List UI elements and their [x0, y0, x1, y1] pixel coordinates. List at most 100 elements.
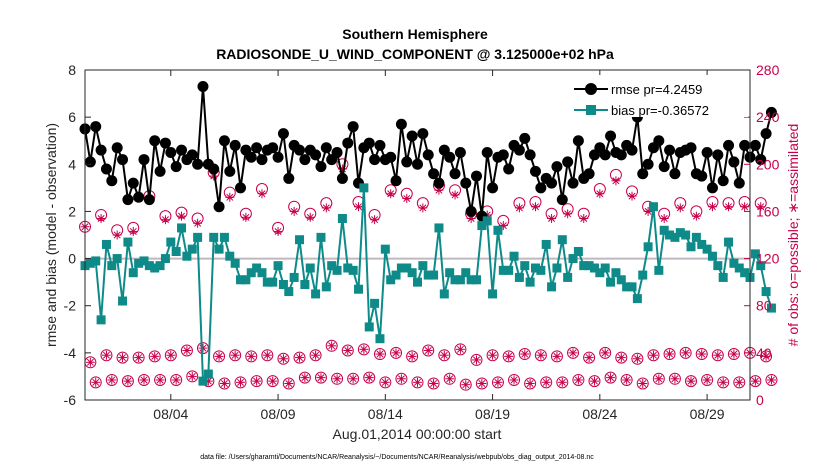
- bias-point: [648, 202, 658, 212]
- legend-rmse-marker: [585, 83, 597, 95]
- obs-assimilated-marker: [584, 353, 594, 363]
- rmse-point: [626, 144, 638, 156]
- bias-point: [488, 289, 498, 299]
- bias-point: [321, 282, 331, 292]
- rmse-point: [374, 139, 386, 151]
- rmse-point: [245, 151, 257, 163]
- rmse-point: [342, 137, 354, 149]
- obs-assimilated-marker: [450, 190, 460, 200]
- bias-point: [740, 268, 750, 278]
- bias-point: [616, 275, 626, 285]
- obs-assimilated-marker: [493, 377, 503, 387]
- obs-assimilated-marker: [219, 379, 229, 388]
- bias-point: [498, 265, 508, 275]
- obs-assimilated-marker: [85, 357, 95, 367]
- rmse-point: [642, 158, 654, 170]
- bias-point: [466, 275, 476, 285]
- bias-point: [123, 237, 133, 247]
- bias-point: [638, 270, 648, 280]
- obs-assimilated-marker: [128, 226, 138, 236]
- obs-possible-marker: [765, 373, 778, 386]
- bias-point: [461, 268, 471, 278]
- bias-point: [155, 261, 165, 271]
- legend: rmse pr=4.2459 bias pr=-0.36572: [574, 75, 748, 118]
- bias-point: [568, 254, 578, 264]
- rmse-point: [213, 201, 225, 213]
- rmse-point: [422, 149, 434, 161]
- obs-possible-marker: [137, 373, 150, 386]
- obs-assimilated-marker: [611, 176, 621, 186]
- obs-assimilated-marker: [729, 349, 739, 359]
- obs-possible-marker: [406, 350, 419, 363]
- bias-point: [182, 251, 192, 261]
- rmse-point: [369, 154, 381, 166]
- rmse-point: [95, 144, 107, 156]
- obs-assimilated-marker: [573, 375, 583, 385]
- obs-assimilated-marker: [391, 348, 401, 358]
- x-axis-label: Aug.01,2014 00:00:00 start: [333, 426, 502, 442]
- obs-possible-marker: [132, 351, 145, 364]
- bias-point: [214, 244, 224, 254]
- obs-assimilated-marker: [343, 346, 353, 355]
- obs-assimilated-marker: [375, 349, 385, 359]
- obs-assimilated-marker: [150, 351, 160, 361]
- rmse-point: [733, 177, 745, 189]
- obs-possible-marker: [459, 378, 472, 391]
- rmse-point: [460, 177, 472, 189]
- rmse-point: [159, 137, 171, 149]
- obs-possible-marker: [229, 349, 242, 362]
- obs-possible-marker: [518, 348, 531, 361]
- obs-possible-marker: [733, 376, 746, 389]
- legend-box: [588, 75, 748, 117]
- obs-possible-marker: [727, 348, 740, 361]
- rmse-point: [513, 144, 525, 156]
- obs-assimilated-marker: [536, 350, 546, 360]
- y-right-tick-label: 280: [756, 62, 780, 78]
- obs-assimilated-marker: [766, 375, 776, 385]
- rmse-point: [765, 106, 777, 118]
- obs-assimilated-marker: [187, 371, 197, 381]
- rmse-point: [605, 130, 617, 142]
- obs-possible-marker: [390, 346, 403, 359]
- obs-assimilated-marker: [166, 350, 176, 360]
- rmse-point: [551, 161, 563, 173]
- obs-assimilated-marker: [252, 376, 262, 386]
- rmse-point: [192, 158, 204, 170]
- obs-assimilated-marker: [246, 351, 256, 361]
- rmse-point: [717, 175, 729, 187]
- bias-point: [305, 263, 315, 273]
- obs-assimilated-marker: [718, 377, 728, 387]
- bias-point: [370, 298, 380, 308]
- y-left-tick-label: 2: [68, 203, 76, 219]
- bias-point: [160, 254, 170, 264]
- obs-possible-marker: [620, 373, 633, 386]
- bias-point: [643, 242, 653, 252]
- rmse-point: [465, 205, 477, 217]
- bias-point: [332, 265, 342, 275]
- bias-point: [246, 268, 256, 278]
- obs-possible-marker: [502, 350, 515, 363]
- obs-possible-marker: [379, 376, 392, 389]
- rmse-point: [519, 132, 531, 144]
- obs-assimilated-marker: [134, 353, 144, 363]
- obs-assimilated-marker: [530, 202, 540, 212]
- rmse-point: [283, 172, 295, 184]
- obs-assimilated-marker: [552, 351, 562, 361]
- y-right-tick-label: 0: [756, 392, 764, 408]
- obs-possible-marker: [250, 375, 263, 388]
- bias-point: [128, 268, 138, 278]
- obs-possible-marker: [679, 346, 692, 359]
- obs-assimilated-marker: [547, 214, 557, 223]
- bias-point: [187, 244, 197, 254]
- rmse-point: [294, 144, 306, 156]
- obs-possible-marker: [218, 377, 231, 390]
- obs-possible-marker: [588, 375, 601, 388]
- rmse-point: [637, 168, 649, 180]
- rmse-point: [444, 151, 456, 163]
- rmse-point: [535, 182, 547, 194]
- obs-assimilated-marker: [289, 206, 299, 216]
- obs-assimilated-marker: [756, 202, 766, 212]
- rmse-point: [755, 154, 767, 166]
- rmse-point: [481, 147, 493, 158]
- y-left-tick-label: 8: [68, 62, 76, 78]
